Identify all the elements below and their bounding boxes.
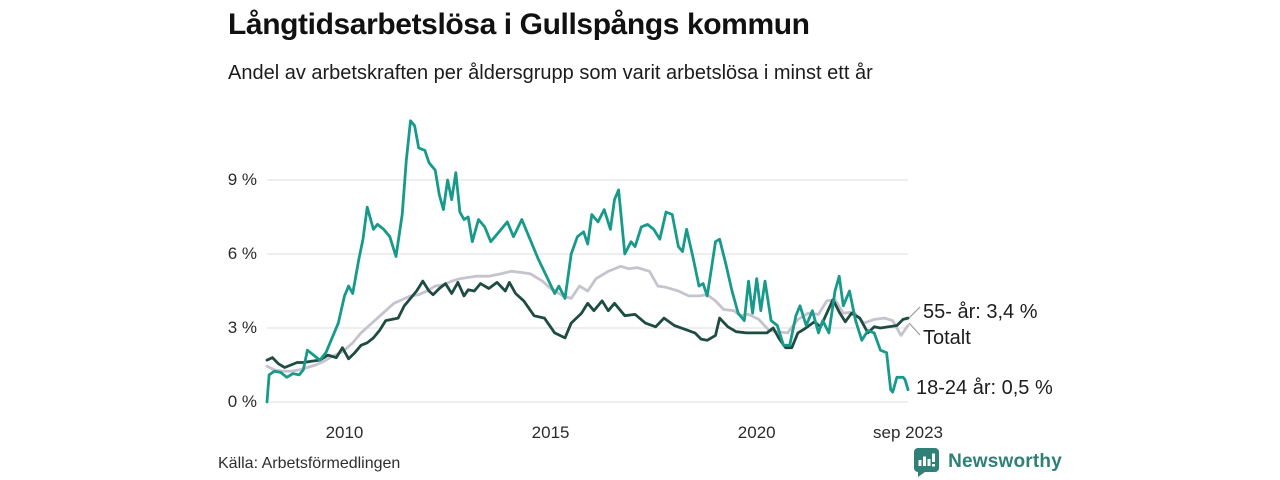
y-tick-label: 9 % bbox=[227, 170, 257, 189]
series-line-18-24r bbox=[265, 119, 910, 404]
source-attribution: Källa: Arbetsförmedlingen bbox=[218, 455, 401, 472]
x-tick-label: sep 2023 bbox=[873, 423, 943, 442]
y-tick-label: 0 % bbox=[227, 392, 257, 411]
series-line-totalt bbox=[265, 264, 910, 373]
connector-55-line bbox=[908, 306, 921, 319]
series-line-55-r bbox=[265, 279, 910, 369]
series-end-label-18-24: 18-24 år: 0,5 % bbox=[916, 377, 1053, 399]
series-end-label-55: 55- år: 3,4 % bbox=[923, 301, 1038, 323]
x-tick-label: 2010 bbox=[325, 423, 364, 442]
connector-totalt-line bbox=[908, 322, 921, 336]
chart-subtitle: Andel av arbetskraften per åldersgrupp s… bbox=[228, 62, 873, 84]
page-title: Långtidsarbetslösa i Gullspångs kommun bbox=[228, 8, 810, 41]
newsworthy-bar-chart-bubble-icon bbox=[914, 448, 940, 477]
x-tick-label: 2015 bbox=[531, 423, 570, 442]
newsworthy-wordmark: Newsworthy bbox=[948, 451, 1062, 472]
series-end-label-totalt: Totalt bbox=[923, 327, 971, 349]
newsworthy-brand: Newsworthy bbox=[913, 447, 1062, 477]
y-tick-label: 6 % bbox=[227, 244, 257, 263]
y-tick-label: 3 % bbox=[227, 318, 257, 337]
x-tick-label: 2020 bbox=[737, 423, 776, 442]
